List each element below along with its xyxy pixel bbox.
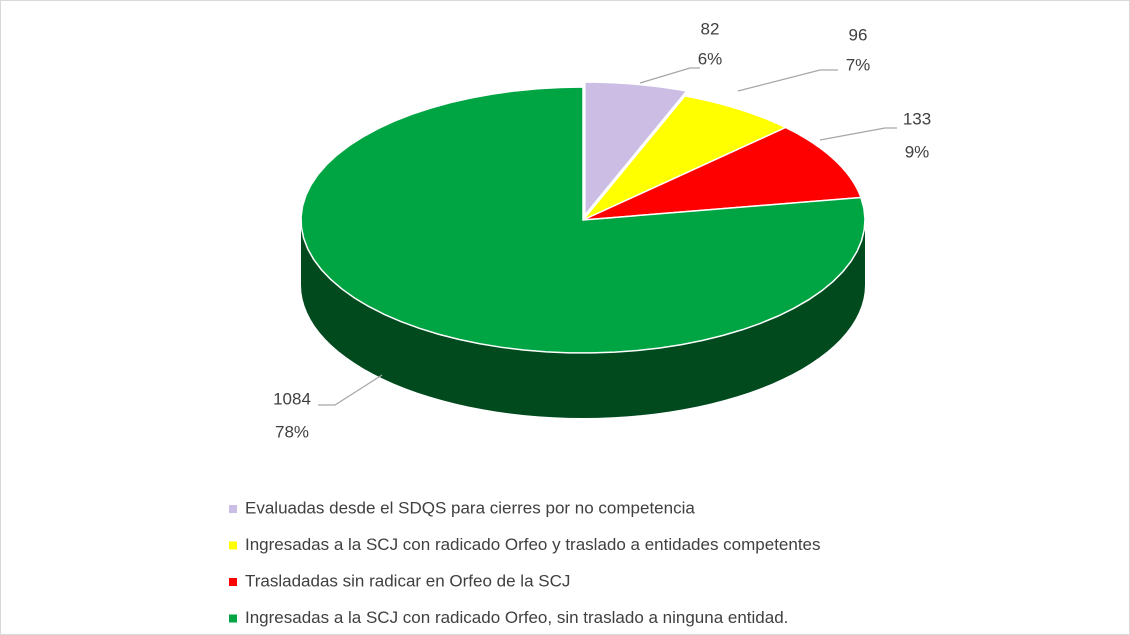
legend: Evaluadas desde el SDQS para cierres por… xyxy=(229,498,821,627)
legend-label: Ingresadas a la SCJ con radicado Orfeo, … xyxy=(245,608,788,627)
leader-line xyxy=(639,67,700,84)
data-label-percent: 9% xyxy=(905,142,930,161)
pie xyxy=(300,81,866,418)
pie-side xyxy=(301,220,865,418)
pie-slice xyxy=(584,81,689,218)
legend-label: Evaluadas desde el SDQS para cierres por… xyxy=(245,498,695,517)
legend-marker xyxy=(229,505,237,513)
data-label-value: 133 xyxy=(903,109,931,128)
legend-marker xyxy=(229,541,237,550)
data-label-value: 1084 xyxy=(273,389,311,408)
pie-slice xyxy=(582,126,862,221)
legend-label: Trasladadas sin radicar en Orfeo de la S… xyxy=(245,571,570,590)
data-label-percent: 6% xyxy=(698,49,723,68)
leader-line xyxy=(737,69,838,92)
data-label-percent: 7% xyxy=(846,55,871,74)
legend-marker xyxy=(229,614,237,623)
leader-line xyxy=(819,127,897,141)
data-label-percent: 78% xyxy=(275,422,309,441)
legend-label: Ingresadas a la SCJ con radicado Orfeo y… xyxy=(245,535,821,554)
data-label-value: 82 xyxy=(701,19,720,38)
pie-slice xyxy=(582,95,788,221)
legend-marker xyxy=(229,578,237,586)
leader-line xyxy=(318,374,383,406)
data-label-value: 96 xyxy=(849,25,868,44)
data-labels: 82 6% 96 7% 133 9% 1084 78% xyxy=(273,19,931,441)
pie-slice xyxy=(300,86,866,354)
